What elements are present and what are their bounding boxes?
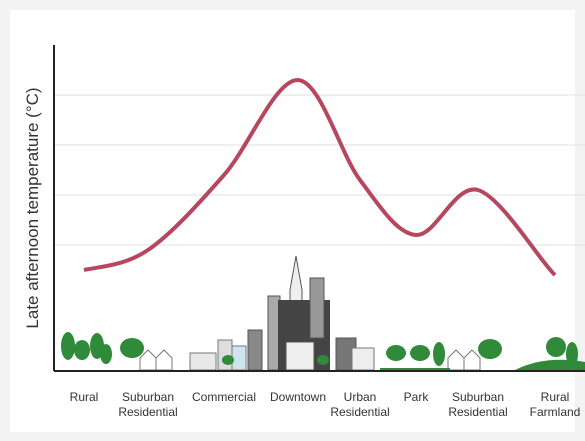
y-axis-label: Late afternoon temperature (°C): [23, 87, 42, 328]
temperature-line: [83, 77, 557, 277]
x-tick-label: Suburban Residential: [118, 390, 178, 419]
x-tick-label: Urban Residential: [330, 390, 390, 419]
x-tick-label: Rural: [69, 390, 99, 404]
x-tick-label: Suburban Residential: [448, 390, 508, 419]
x-tick-label: Rural Farmland: [529, 390, 581, 419]
city-illustration: [61, 255, 585, 372]
x-tick-label: Downtown: [269, 390, 327, 404]
x-tick-label: Commercial: [191, 390, 256, 404]
x-tick-label: Park: [403, 390, 429, 404]
